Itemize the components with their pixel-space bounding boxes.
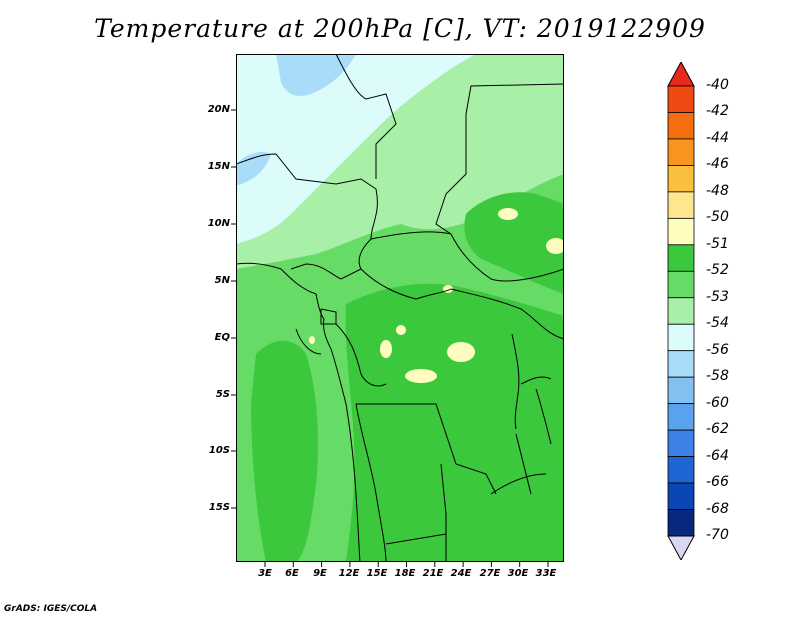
colorbar-segment [667, 323, 695, 352]
colorbar-segment [667, 165, 695, 193]
band-minus52-center [345, 283, 564, 562]
band-minus52-east [464, 192, 564, 294]
band-minus51-e [380, 340, 392, 358]
lon-label: 3E [258, 568, 272, 579]
map-frame [236, 54, 564, 562]
colorbar-label: -42 [706, 103, 729, 120]
colorbar-label: -70 [706, 527, 729, 543]
colorbar-label: -58 [706, 368, 729, 385]
colorbar-label: -44 [706, 129, 729, 146]
band-minus51-f [396, 325, 406, 335]
band-minus51-d [405, 369, 437, 383]
colorbar-label: -48 [706, 182, 729, 199]
lat-label: 5N [214, 275, 230, 286]
map-title: Temperature at 200hPa [C], VT: 201912290… [94, 14, 706, 43]
band-minus51-h [309, 336, 315, 344]
lon-label: 21E [422, 568, 444, 579]
colorbar-segment [667, 217, 695, 246]
colorbar-segment [667, 456, 695, 484]
band-minus51-a [498, 208, 518, 220]
colorbar-segment [667, 509, 695, 537]
lon-label: 9E [313, 568, 327, 579]
colorbar-bottom-triangle [667, 535, 695, 560]
colorbar-segment [667, 244, 695, 272]
country-borders [236, 54, 564, 562]
colorbar-segment [667, 482, 695, 510]
colorbar-segment [667, 191, 695, 219]
band-minus51-c [447, 342, 475, 362]
colorbar-label: -68 [706, 500, 729, 517]
colorbar [667, 62, 695, 560]
lon-label: 15E [366, 568, 388, 579]
colorbar-top-triangle [667, 62, 695, 87]
colorbar-segment [667, 85, 695, 113]
colorbar-label: -60 [706, 394, 729, 411]
temperature-map [236, 54, 564, 562]
colorbar-segment [667, 297, 695, 325]
colorbar-segment [667, 376, 695, 405]
colorbar-segment [667, 350, 695, 378]
lat-label: 10S [208, 445, 230, 456]
colorbar-label: -56 [706, 341, 729, 358]
lon-label: 27E [479, 568, 501, 579]
colorbar-segment [667, 403, 695, 431]
lat-label: 15S [208, 502, 230, 513]
lon-label: 12E [338, 568, 360, 579]
lat-label: 15N [207, 161, 230, 172]
band-minus58 [276, 54, 356, 96]
lat-label: EQ [214, 332, 230, 343]
colorbar-segment [667, 429, 695, 457]
colorbar-label: -50 [706, 209, 729, 226]
lon-label: 30E [507, 568, 529, 579]
colorbar-label: -40 [706, 77, 729, 93]
credit-text: GrADS: IGES/COLA [4, 604, 98, 614]
colorbar-label: -54 [706, 315, 729, 332]
colorbar-label: -46 [706, 156, 729, 173]
lon-label: 6E [285, 568, 299, 579]
lon-label: 33E [535, 568, 557, 579]
colorbar-segment [667, 138, 695, 166]
colorbar-segment [667, 270, 695, 299]
colorbar-label: -66 [706, 474, 729, 491]
colorbar-label: -51 [706, 235, 729, 252]
colorbar-label: -64 [706, 447, 729, 464]
colorbar-label: -62 [706, 421, 729, 438]
lon-label: 18E [394, 568, 416, 579]
band-minus51-b [546, 238, 564, 254]
lat-label: 5S [215, 389, 230, 400]
colorbar-segment [667, 112, 695, 140]
lat-label: 20N [207, 104, 230, 115]
lon-label: 24E [450, 568, 472, 579]
band-minus56 [236, 54, 476, 244]
coastline [236, 262, 520, 562]
colorbar-label: -53 [706, 288, 729, 305]
colorbar-label: -52 [706, 262, 729, 279]
band-minus52-west [251, 340, 318, 562]
lat-label: 10N [207, 218, 230, 229]
